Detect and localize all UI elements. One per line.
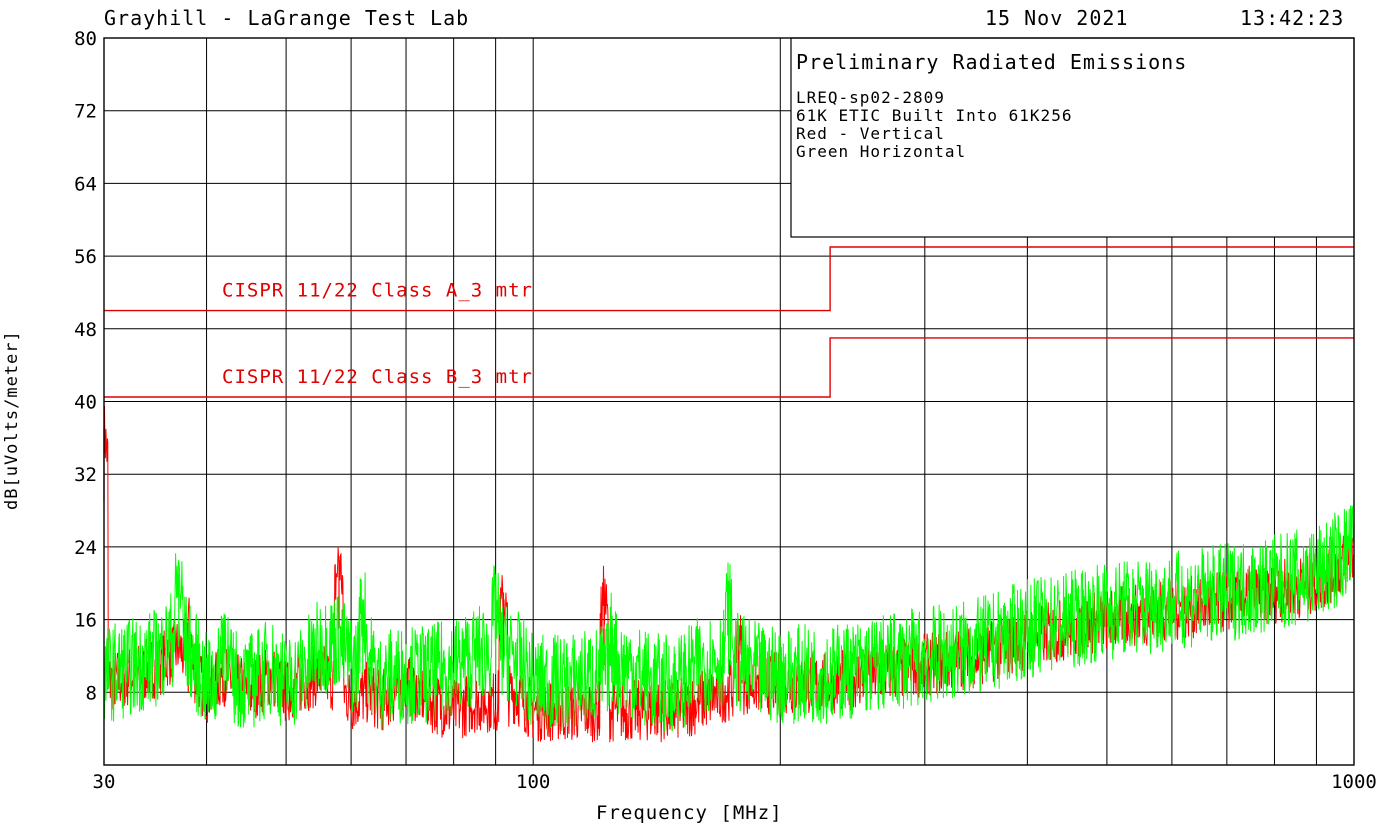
y-tick-label: 72 (74, 101, 97, 123)
notes-title: Preliminary Radiated Emissions (796, 50, 1188, 74)
x-axis-label: Frequency [MHz] (596, 802, 783, 824)
y-tick-label: 16 (74, 610, 97, 632)
y-tick-label: 64 (74, 173, 97, 195)
notes-line-1: LREQ-sp02-2809 (796, 88, 945, 107)
tick-labels: 8 16 24 32 40 48 56 64 72 80 30 100 1000 (74, 28, 1377, 793)
time-stamp: 13:42:23 (1240, 6, 1345, 30)
series-horizontal-trace (103, 505, 1355, 732)
x-tick-label: 1000 (1331, 771, 1377, 793)
limit-label-class-a: CISPR 11/22 Class A_3 mtr (222, 280, 533, 302)
notes-box (790, 37, 1355, 238)
limit-line-class-b (104, 337, 1354, 398)
y-axis-label: dB[uVolts/meter] (2, 330, 22, 510)
plot-frame (103, 37, 1355, 766)
notes-line-2: 61K ETIC Built Into 61K256 (796, 106, 1073, 125)
date-stamp: 15 Nov 2021 (985, 6, 1129, 30)
x-tick-label: 100 (516, 771, 550, 793)
limit-lines: CISPR 11/22 Class A_3 mtr CISPR 11/22 Cla… (104, 246, 1354, 398)
y-tick-label: 8 (86, 682, 97, 704)
notes-line-3: Red - Vertical (796, 124, 945, 143)
y-tick-label: 56 (74, 246, 97, 268)
y-tick-label: 40 (74, 392, 97, 414)
y-tick-label: 80 (74, 28, 97, 50)
x-tick-label: 30 (93, 771, 116, 793)
notes-line-4: Green Horizontal (796, 142, 967, 161)
y-tick-label: 48 (74, 319, 97, 341)
limit-line-class-a (104, 246, 1354, 312)
series-layer (103, 405, 1355, 743)
limit-label-class-b: CISPR 11/22 Class B_3 mtr (222, 366, 533, 388)
y-tick-label: 32 (74, 464, 97, 486)
y-tick-label: 24 (74, 537, 97, 559)
lab-name: Grayhill - LaGrange Test Lab (104, 6, 470, 30)
